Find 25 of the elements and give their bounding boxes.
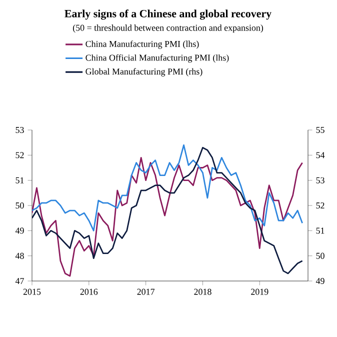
- line-series: [32, 144, 304, 232]
- x-tick-label: 2018: [194, 288, 212, 295]
- y-tick-label: 53: [16, 126, 24, 134]
- x-tick-label: 2017: [137, 288, 155, 295]
- y2-tick-label: 53: [316, 177, 324, 184]
- chart-subtitle: (50 = threshould between contraction and expansion): [72, 24, 264, 33]
- y2-tick-label: 55: [316, 127, 324, 133]
- y-tick-label: 47: [15, 278, 24, 284]
- legend-label: Global Manufacturing PMI (rhs): [86, 68, 202, 76]
- y2-tick-label: 50: [316, 252, 324, 259]
- chart-title: Early signs of a Chinese and global recovery: [64, 10, 272, 20]
- y-tick-label: 51: [16, 177, 24, 184]
- y-tick-label: 52: [16, 152, 24, 158]
- x-tick-label: 2016: [80, 288, 98, 295]
- y2-tick-label: 49: [316, 278, 324, 284]
- y2-tick-label: 51: [316, 228, 324, 234]
- y2-tick-label: 54: [316, 152, 325, 158]
- legend-label: China Official Manufacturing PMI (lhs): [86, 54, 229, 63]
- x-tick-label: 2015: [23, 288, 41, 295]
- y-tick-label: 49: [15, 228, 24, 234]
- x-tick-label: 2019: [251, 288, 268, 295]
- legend-label: China Manufacturing PMI (lhs): [86, 40, 199, 49]
- y-tick-label: 48: [15, 252, 24, 259]
- y-tick-label: 50: [16, 202, 24, 209]
- y2-tick-label: 52: [316, 202, 324, 209]
